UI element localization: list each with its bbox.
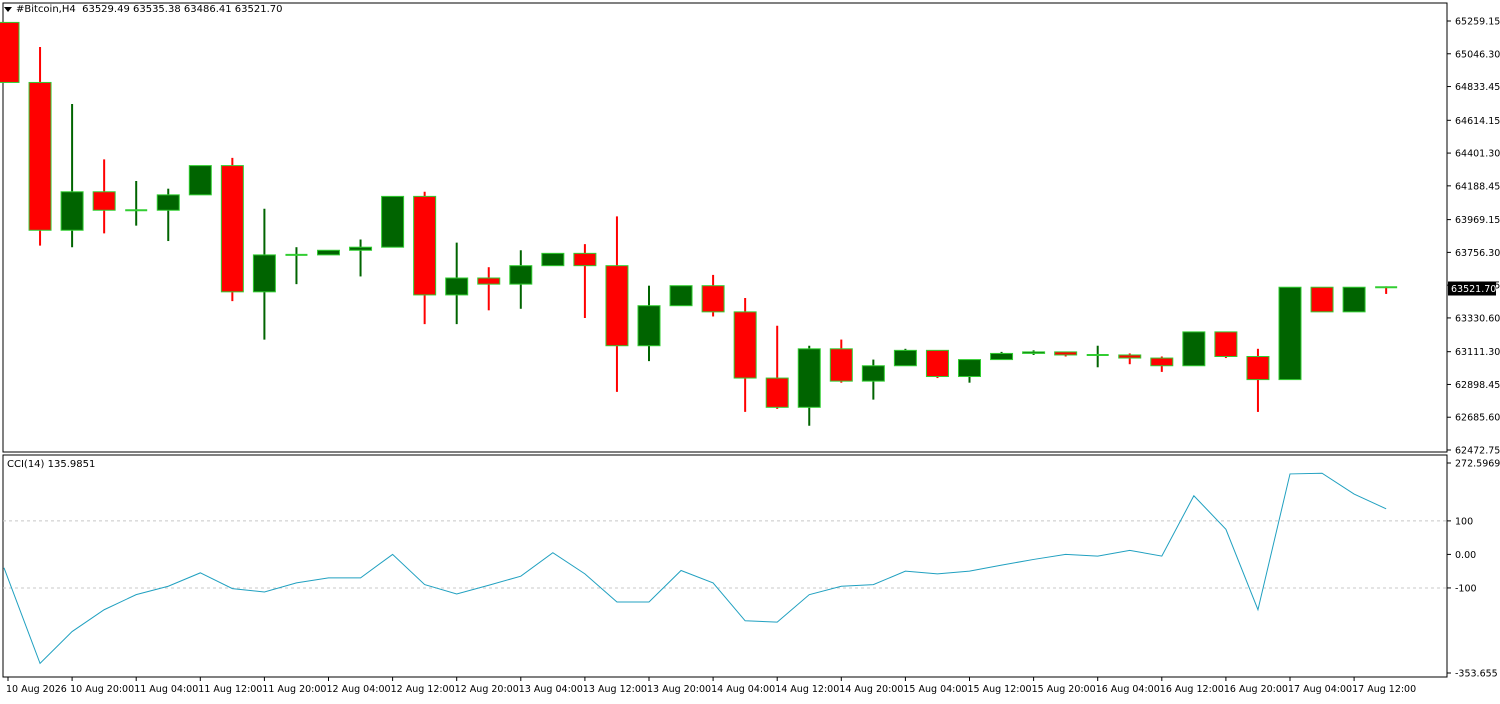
ohlc-values: 63529.49 63535.38 63486.41 63521.70 [82, 4, 283, 15]
price-axis-label: 64614.15 [1455, 116, 1500, 127]
candle-body [573, 252, 597, 267]
candle-body [509, 265, 533, 285]
time-axis-label: 16 Aug 20:00 [1224, 684, 1288, 695]
cci-line [3, 472, 1387, 665]
candle-body [669, 285, 693, 307]
candle-body [1310, 286, 1334, 313]
candle-body [990, 352, 1014, 361]
candle-body [252, 254, 276, 293]
candle-body [1054, 351, 1078, 356]
price-axis-label: 62685.60 [1455, 413, 1500, 424]
candle-body [1342, 286, 1366, 313]
price-axis-label: 63756.30 [1455, 248, 1500, 259]
time-axis-label: 13 Aug 12:00 [583, 684, 647, 695]
candle-body [701, 285, 725, 313]
time-axis-label: 11 Aug 20:00 [262, 684, 326, 695]
cci-label: CCI(14) [7, 459, 45, 470]
candle-body [925, 349, 949, 378]
time-axis-label: 17 Aug 12:00 [1352, 684, 1416, 695]
candle-body [1022, 351, 1046, 354]
time-axis-label: 15 Aug 04:00 [903, 684, 967, 695]
time-axis-label: 13 Aug 20:00 [647, 684, 711, 695]
time-axis-label: 17 Aug 04:00 [1288, 684, 1352, 695]
cci-panel-frame [2, 454, 1448, 678]
price-axis-label: 65259.15 [1455, 17, 1500, 28]
time-axis-label: 10 Aug 2026 [6, 684, 67, 695]
candle-body [861, 365, 885, 382]
candle-body [317, 249, 340, 256]
candle-body [1150, 357, 1174, 367]
candle-body [381, 195, 405, 248]
candle-body [637, 305, 661, 347]
cci-axis-label: -100 [1455, 583, 1477, 594]
candle-body [1246, 356, 1270, 381]
price-axis-label: 63330.60 [1455, 313, 1500, 324]
current-price-label: 63521.70 [1451, 284, 1496, 295]
time-axis-label: 12 Aug 12:00 [391, 684, 455, 695]
price-axis-label: 65046.30 [1455, 49, 1500, 60]
candle-body [477, 277, 501, 285]
time-axis-label: 14 Aug 04:00 [711, 684, 775, 695]
candle-body [797, 348, 821, 408]
price-panel-frame [2, 2, 1448, 453]
candle-body [60, 191, 84, 231]
candle-body [958, 359, 981, 378]
cci-axis-label: 272.5969 [1455, 459, 1500, 470]
candle-body [765, 377, 789, 408]
time-axis-label: 15 Aug 12:00 [968, 684, 1032, 695]
time-axis-label: 15 Aug 20:00 [1032, 684, 1096, 695]
time-axis-label: 11 Aug 12:00 [198, 684, 262, 695]
candle-body [220, 165, 244, 293]
cci-value: 135.9851 [47, 459, 96, 470]
cci-axis-label: 100 [1455, 516, 1473, 527]
price-axis-label: 64188.45 [1455, 181, 1500, 192]
candle-body [445, 277, 469, 296]
time-axis-label: 16 Aug 04:00 [1096, 684, 1160, 695]
candle-body [188, 165, 212, 196]
candle-body [1214, 331, 1238, 358]
candle-body [541, 252, 565, 267]
candle-body [829, 348, 853, 382]
price-axis-label: 62898.45 [1455, 380, 1500, 391]
time-axis-label: 10 Aug 20:00 [70, 684, 134, 695]
symbol-header: #Bitcoin,H4 63529.49 63535.38 63486.41 6… [4, 4, 283, 15]
candle-body [92, 191, 116, 211]
price-axis-label: 64833.45 [1455, 82, 1500, 93]
candle-body [0, 21, 20, 83]
candle-body [1182, 331, 1206, 367]
cci-axis-label: -353.655 [1455, 669, 1498, 680]
price-axis-label: 62472.75 [1455, 446, 1500, 457]
candle-body [28, 81, 52, 231]
cci-axis-label: 0.00 [1455, 550, 1476, 561]
price-axis-label: 63969.15 [1455, 215, 1500, 226]
candle-body [349, 246, 373, 251]
time-axis-label: 16 Aug 12:00 [1160, 684, 1224, 695]
time-axis-label: 12 Aug 20:00 [455, 684, 519, 695]
candle-body [893, 349, 917, 367]
time-axis-label: 12 Aug 04:00 [327, 684, 391, 695]
time-axis-label: 14 Aug 12:00 [775, 684, 839, 695]
price-axis-label: 64401.30 [1455, 149, 1500, 160]
candle-body [156, 194, 180, 211]
symbol-label: #Bitcoin,H4 [16, 4, 76, 15]
price-axis-label: 63111.30 [1455, 347, 1500, 358]
candle-body [605, 265, 629, 347]
time-axis-label: 11 Aug 04:00 [134, 684, 198, 695]
candle-body [413, 195, 437, 296]
time-axis-label: 13 Aug 04:00 [519, 684, 583, 695]
candle-body [733, 311, 757, 379]
time-axis-label: 14 Aug 20:00 [839, 684, 903, 695]
cci-header: CCI(14) 135.9851 [7, 459, 95, 470]
candle-body [1118, 354, 1142, 359]
dropdown-triangle-icon[interactable] [4, 6, 12, 12]
candle-body [1278, 286, 1302, 381]
current-price-tag [1448, 281, 1496, 296]
